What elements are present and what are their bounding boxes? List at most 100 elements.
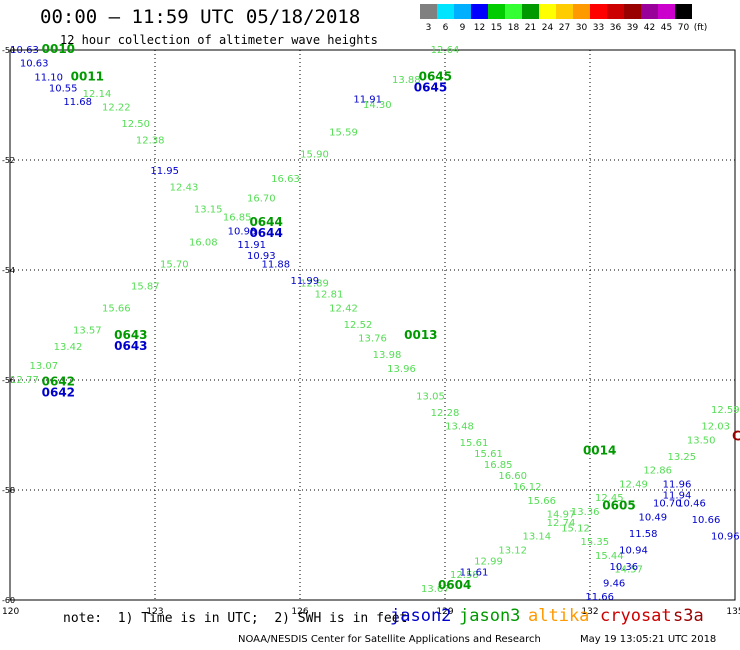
legend-tick-label: (ft) [693,23,708,33]
x-tick-label: 120 [2,607,19,617]
wave-height-value: 15.35 [581,537,610,548]
wave-height-value: 10.55 [49,83,78,94]
pass-time-label: 0643 [114,339,147,353]
wave-height-value: 13.50 [687,435,716,446]
wave-height-value: 13.12 [498,545,527,556]
wave-height-value: 13.48 [445,422,474,433]
legend-jason2: jason2 [390,606,452,626]
legend-swatch [488,4,505,19]
wave-height-value: 12.42 [329,303,358,314]
map-frame [9,49,736,601]
wave-height-value: 16.08 [189,237,218,248]
wave-height-value: 12.45 [595,493,624,504]
legend-swatch [539,4,556,19]
pass-time-label: 0604 [438,578,471,592]
wave-height-value: 15.61 [474,449,503,460]
legend-s3a: s3a [673,606,704,626]
wave-height-value: 13.57 [73,325,102,336]
footer-note: note: 1) Time is in UTC; 2) SWH is in fe… [63,611,408,626]
legend-tick-label: 15 [490,23,503,33]
wave-height-value: 12.38 [136,136,165,147]
x-tick-label: 129 [436,607,453,617]
wave-height-value: 11.96 [663,479,692,490]
wave-height-value: 11.66 [585,592,614,603]
wave-height-value: 10.63 [10,45,39,56]
wave-height-value: 13.07 [30,361,59,372]
pass-time-label: 0010 [42,42,75,56]
pass-time-label: 0605 [602,498,635,512]
wave-height-value: 10.36 [610,562,639,573]
y-tick-label: -58 [2,486,15,495]
legend-swatch [454,4,471,19]
legend-tick-label: 30 [575,23,588,33]
wave-height-value: 16.70 [247,193,276,204]
legend-tick-label: 18 [507,23,520,33]
wave-height-value: 11.61 [460,567,489,578]
legend-tick-label: 36 [609,23,622,33]
legend-tick-label: 27 [558,23,571,33]
wave-height-value: 12.50 [121,119,150,130]
wave-height-value: 11.91 [353,94,382,105]
wave-height-value: 12.99 [474,556,503,567]
wave-height-value: 15.61 [460,438,489,449]
wave-height-value: 13.96 [387,364,416,375]
legend-swatch [573,4,590,19]
legend-tick-label: 33 [592,23,605,33]
wave-height-value: 10.96 [711,532,740,543]
wave-height-value: 13.67 [421,584,450,595]
wave-height-value: 12.03 [701,422,730,433]
legend-swatch [675,4,692,19]
wave-height-value: 10.66 [692,515,721,526]
pass-time-label: 0642 [42,386,75,400]
x-tick-label: 135 [726,607,740,617]
pass-time-label: 0013 [404,328,437,342]
pass-time-label: 0642 [42,375,75,389]
credit-line: NOAA/NESDIS Center for Satellite Applica… [238,634,541,645]
pass-time-label: 0014 [583,443,616,457]
y-tick-label: -52 [2,156,15,165]
legend-swatch [556,4,573,19]
legend-jason3: jason3 [459,606,521,626]
wave-height-value: 10.98 [228,226,257,237]
wave-height-value: 12.74 [547,518,576,529]
wave-height-value: 12.59 [711,405,740,416]
y-tick-label: -50 [2,46,15,55]
wave-height-value: 12.49 [619,479,648,490]
wave-height-value: 12.77 [10,375,39,386]
wave-height-value: 13.76 [358,334,387,345]
wave-height-value: 13.15 [194,204,223,215]
legend-swatch [658,4,675,19]
x-tick-label: 132 [581,607,598,617]
x-tick-label: 126 [291,607,308,617]
wave-height-value: 15.66 [102,303,131,314]
wave-height-value: 15.90 [300,149,329,160]
wave-height-value: 15.44 [595,551,624,562]
wave-height-value: 11.94 [663,490,692,501]
wave-height-value: 12.43 [170,182,199,193]
pass-time-label: 0645 [419,69,452,83]
wave-height-value: 13.05 [416,391,445,402]
wave-height-value: 11.88 [262,259,291,270]
wave-height-value: 16.85 [223,213,252,224]
wave-height-value: 10.49 [639,512,668,523]
wave-height-value: 11.91 [237,240,266,251]
legend-tick-label: 42 [643,23,656,33]
wave-height-value: 12.89 [300,279,329,290]
wave-height-value: 13.98 [373,350,402,361]
pass-time-label: 0644 [249,215,282,229]
legend-tick-label: 45 [660,23,673,33]
pass-time-label: 0644 [249,226,282,240]
legend-swatch [420,4,437,19]
wave-height-value: 10.70 [653,499,682,510]
legend-swatch [641,4,658,19]
wave-height-value: 12.28 [431,408,460,419]
wave-height-value: 16.63 [271,174,300,185]
wave-height-value: 10.93 [247,251,276,262]
wave-height-value: 11.95 [150,166,179,177]
wave-height-value: 13.25 [668,452,697,463]
pass-time-label: 0645 [414,80,447,94]
wave-height-value: 14.30 [363,100,392,111]
wave-height-value: 10.46 [677,499,706,510]
wave-height-value: 15.59 [329,127,358,138]
